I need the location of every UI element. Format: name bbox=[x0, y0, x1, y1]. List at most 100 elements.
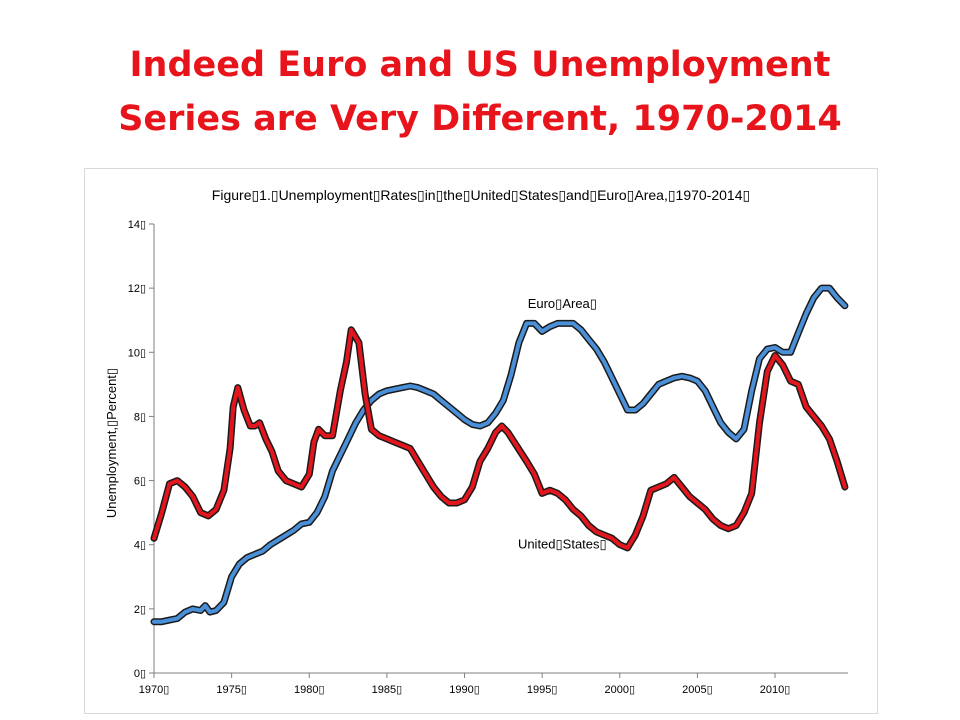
data-point bbox=[377, 434, 381, 437]
data-point bbox=[680, 375, 684, 378]
series-line bbox=[152, 286, 847, 624]
x-tick-label: 1995▯ bbox=[527, 684, 558, 696]
plot-area: 0▯ 2▯ 4▯ 6▯ 8▯ 10▯ 12▯ 14▯ 1970▯ 1975▯ 1980▯ 1985▯ 1… bbox=[128, 219, 849, 696]
data-point bbox=[766, 370, 769, 373]
data-point bbox=[735, 437, 738, 441]
data-point bbox=[300, 522, 303, 526]
data-point bbox=[540, 492, 544, 495]
data-point bbox=[246, 556, 249, 559]
y-tick-label: 0▯ bbox=[134, 668, 146, 680]
data-point bbox=[416, 386, 420, 389]
data-point bbox=[199, 511, 202, 514]
data-point bbox=[160, 511, 163, 514]
data-point bbox=[525, 460, 528, 463]
data-point bbox=[500, 424, 503, 428]
data-point bbox=[727, 431, 730, 434]
data-point bbox=[696, 379, 699, 383]
data-point bbox=[292, 482, 295, 485]
data-point bbox=[362, 408, 365, 412]
data-point bbox=[506, 431, 510, 434]
data-point bbox=[242, 408, 246, 412]
data-point bbox=[440, 399, 443, 402]
data-point bbox=[152, 620, 156, 623]
chart-title: Figure▯1.▯Unemployment▯Rates▯in▯the▯Unit… bbox=[212, 187, 750, 203]
data-point bbox=[727, 527, 730, 530]
data-point bbox=[641, 514, 645, 518]
data-point bbox=[797, 331, 800, 335]
data-point bbox=[711, 405, 715, 408]
data-point bbox=[471, 485, 474, 489]
x-tick-label: 2005▯ bbox=[682, 684, 713, 696]
data-point bbox=[385, 389, 389, 392]
data-point bbox=[447, 405, 451, 408]
x-tick-label: 1970▯ bbox=[139, 684, 170, 696]
data-point bbox=[828, 437, 831, 441]
y-tick-label: 10▯ bbox=[128, 347, 146, 359]
data-point bbox=[455, 501, 458, 505]
data-point bbox=[424, 473, 427, 476]
data-point bbox=[843, 485, 847, 489]
data-point bbox=[253, 424, 257, 428]
data-point bbox=[363, 392, 367, 396]
data-point bbox=[509, 373, 513, 376]
data-point bbox=[711, 517, 715, 521]
data-point bbox=[377, 392, 381, 396]
data-point bbox=[618, 392, 621, 396]
data-point bbox=[176, 479, 179, 482]
series-label: United▯States▯ bbox=[518, 537, 607, 552]
data-point bbox=[688, 495, 691, 498]
data-point bbox=[354, 421, 357, 424]
data-point bbox=[494, 431, 497, 434]
data-point bbox=[750, 389, 753, 392]
y-tick-label: 8▯ bbox=[134, 411, 146, 423]
data-point bbox=[440, 495, 443, 498]
data-point bbox=[346, 437, 350, 441]
series-line bbox=[152, 327, 847, 550]
data-point bbox=[264, 437, 267, 441]
data-point bbox=[634, 408, 637, 412]
data-point bbox=[804, 405, 808, 408]
data-point bbox=[641, 402, 645, 405]
data-point bbox=[564, 498, 567, 501]
data-point bbox=[486, 447, 489, 450]
data-point bbox=[447, 501, 451, 505]
data-point bbox=[393, 388, 396, 391]
data-point bbox=[579, 328, 583, 331]
data-point bbox=[672, 476, 676, 479]
data-point bbox=[804, 312, 808, 315]
data-point bbox=[742, 511, 746, 514]
data-point bbox=[626, 408, 629, 412]
y-axis-label: Unemployment,▯Percent▯ bbox=[104, 368, 119, 518]
data-point bbox=[357, 341, 361, 344]
data-point bbox=[704, 389, 707, 392]
data-point bbox=[618, 543, 621, 546]
data-point bbox=[843, 304, 847, 307]
data-point bbox=[176, 617, 179, 620]
data-point bbox=[339, 453, 342, 457]
data-point bbox=[773, 354, 777, 357]
data-point bbox=[665, 379, 668, 383]
data-point bbox=[513, 440, 516, 444]
data-point bbox=[812, 415, 815, 418]
data-point bbox=[812, 296, 815, 299]
data-point bbox=[719, 524, 722, 527]
data-point bbox=[232, 405, 235, 408]
data-point bbox=[820, 424, 823, 428]
data-point bbox=[657, 383, 660, 386]
data-point bbox=[572, 322, 575, 325]
data-point bbox=[249, 424, 252, 428]
data-point bbox=[704, 508, 707, 511]
data-point bbox=[191, 495, 194, 498]
data-point bbox=[292, 529, 295, 532]
data-point bbox=[649, 392, 652, 396]
data-point bbox=[238, 562, 241, 566]
data-point bbox=[253, 553, 257, 556]
data-point bbox=[688, 376, 691, 380]
data-point bbox=[517, 341, 521, 344]
data-point bbox=[478, 424, 482, 428]
x-tick-label: 1975▯ bbox=[216, 684, 247, 696]
data-point bbox=[300, 485, 303, 489]
data-point bbox=[168, 482, 171, 485]
data-point bbox=[579, 514, 583, 518]
data-point bbox=[416, 460, 420, 463]
